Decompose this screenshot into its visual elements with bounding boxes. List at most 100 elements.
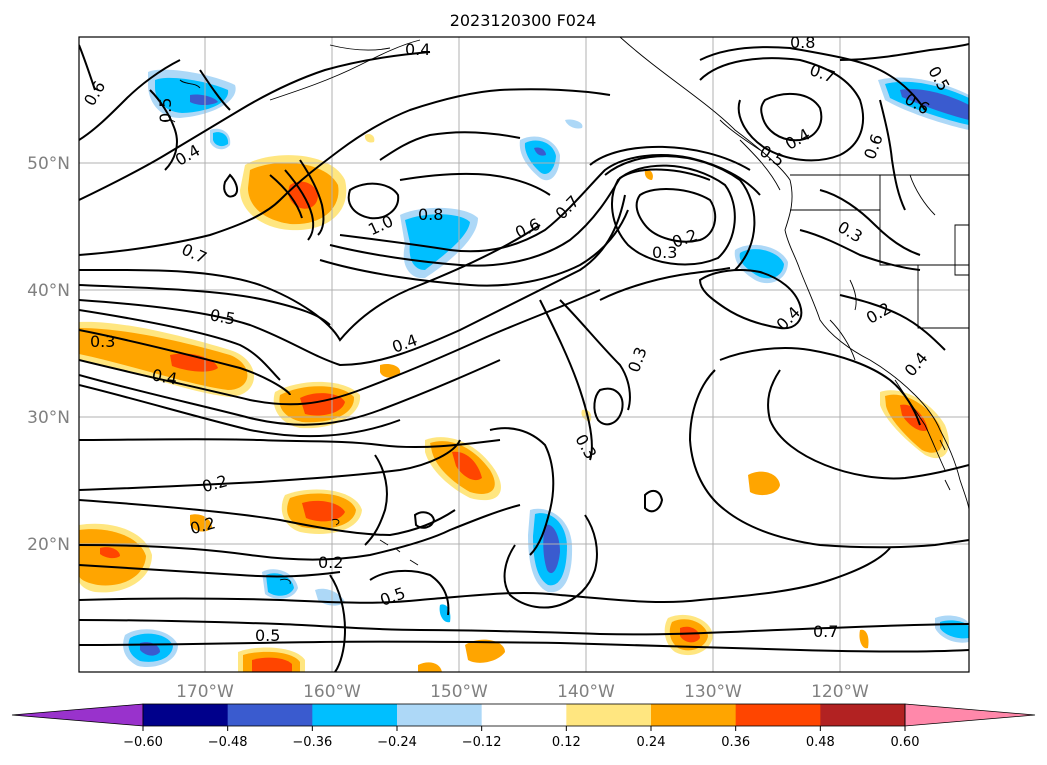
contour-label: 0.8 [418, 205, 443, 224]
colorbar-extend-high [904, 703, 1036, 727]
lon-label: 130°W [684, 682, 742, 702]
colorbar-tick-label: 0.36 [721, 735, 750, 750]
contour-label: 0.4 [150, 365, 178, 388]
contour-line [503, 514, 598, 609]
contour-line [599, 267, 731, 301]
colorbar-tick-label: 0.60 [891, 735, 920, 750]
map-frame [78, 36, 970, 673]
lon-label: 140°W [557, 682, 615, 702]
colorbar-segment [312, 704, 398, 726]
lon-label: 170°W [176, 682, 234, 702]
positive-anomaly-region [302, 500, 345, 522]
contour-line [489, 427, 555, 556]
colorbar-segment [820, 704, 906, 726]
contour-line [79, 619, 969, 636]
contour-line [839, 43, 969, 61]
contour-line [839, 294, 946, 351]
negative-anomaly-region [190, 94, 218, 105]
longitude-labels: 170°W 160°W 150°W 140°W 130°W 120°W [176, 682, 869, 702]
contour-line [329, 574, 347, 672]
contour-line [284, 169, 315, 241]
map-title: 2023120300 F024 [450, 11, 597, 30]
contour-line [719, 347, 921, 426]
contour-line [149, 89, 178, 171]
lat-label: 20°N [27, 535, 70, 555]
contour-line [611, 164, 736, 266]
colorbar-segment [227, 704, 313, 726]
positive-anomaly-region [418, 662, 442, 672]
positive-anomaly-region [380, 364, 401, 378]
contour-line [199, 69, 231, 111]
contour-label: 0.5 [208, 305, 236, 328]
contour-line [699, 57, 865, 162]
lon-label: 150°W [430, 682, 488, 702]
contour-line [589, 145, 751, 171]
contour-line [688, 369, 969, 549]
contour-line [364, 454, 388, 546]
lon-label: 160°W [303, 682, 361, 702]
shaded-field-layer [79, 69, 969, 672]
colorbar-ticks: −0.60 −0.48 −0.36 −0.24 −0.12 0.12 0.24 0.36 0.4… [123, 726, 919, 750]
contour-line [79, 88, 611, 256]
positive-anomaly-region [190, 514, 212, 532]
colorbar-segment [735, 704, 821, 726]
positive-anomaly-region [252, 657, 292, 672]
contour-line [760, 92, 823, 142]
contour-line [329, 168, 711, 267]
negative-anomaly-region [565, 119, 583, 129]
contour-line [79, 439, 461, 491]
contour-line [644, 489, 664, 513]
contour-line [79, 504, 521, 561]
contour-line [699, 46, 926, 111]
contour-line [799, 229, 921, 271]
contour-line [79, 59, 181, 141]
contour-line [539, 299, 593, 461]
contour-label: 0.5 [255, 626, 280, 645]
contour-line [819, 189, 921, 256]
contour-label: 0.2 [318, 553, 343, 572]
contour-line [399, 172, 551, 196]
negative-anomaly-region [405, 214, 470, 270]
positive-anomaly-region [465, 639, 505, 663]
colorbar-segments [11, 703, 1036, 727]
graticule [79, 37, 969, 672]
contour-line [604, 155, 756, 271]
lat-label: 40°N [27, 281, 70, 301]
colorbar-tick-label: 0.12 [552, 735, 581, 750]
colorbar-border [142, 703, 906, 727]
contour-line [79, 289, 601, 406]
negative-anomaly-region [543, 524, 560, 574]
contour-line [559, 299, 631, 411]
colorbar-segment [397, 704, 483, 726]
contour-line [698, 269, 803, 330]
positive-anomaly-region [859, 629, 869, 649]
contour-line [319, 209, 629, 287]
lat-label: 30°N [27, 408, 70, 428]
contour-line [79, 44, 96, 91]
positive-anomaly-region [364, 133, 375, 143]
colorbar-tick-label: 0.24 [637, 735, 666, 750]
contour-lines [79, 43, 969, 672]
contour-line [379, 131, 521, 161]
contour-label: 0.3 [90, 332, 115, 351]
negative-anomaly-region [900, 89, 969, 120]
colorbar-segment [481, 704, 567, 726]
contour-line [79, 359, 501, 426]
colorbar-tick-label: −0.12 [462, 735, 502, 750]
contour-line [369, 569, 450, 616]
positive-anomaly-region [680, 626, 700, 643]
contour-line [79, 284, 331, 326]
lat-label: 50°N [27, 154, 70, 174]
map-area: 0.4 0.8 0.6 0.7 0.5 0.6 0.4 1.0 0.8 0.6 … [79, 37, 969, 672]
latitude-labels: 50°N 40°N 30°N 20°N [27, 154, 70, 555]
positive-anomaly-region [900, 404, 928, 431]
contour-line [347, 182, 400, 220]
contour-label: 0.4 [405, 40, 430, 59]
contour-line [269, 174, 303, 219]
lon-label: 120°W [811, 682, 869, 702]
contour-label: 0.5 [156, 98, 175, 123]
contour-line [79, 384, 401, 438]
colorbar-segment [566, 704, 652, 726]
contour-line [79, 194, 626, 367]
